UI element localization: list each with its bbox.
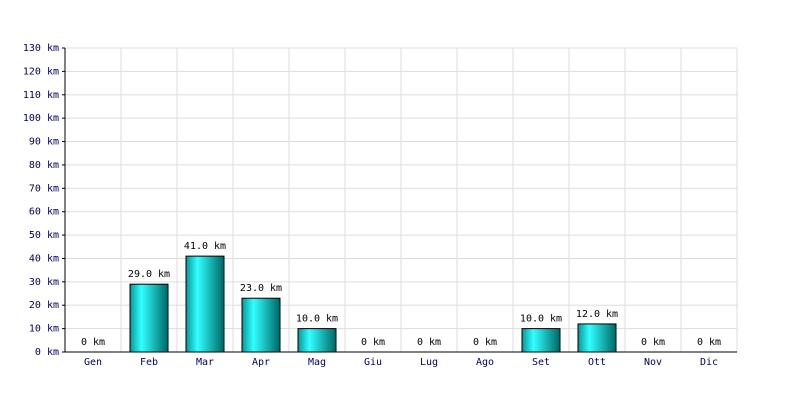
y-tick-label: 70 km <box>29 183 59 194</box>
y-tick-label: 50 km <box>29 230 59 241</box>
y-tick-label: 0 km <box>35 347 59 358</box>
x-tick-label: Dic <box>700 357 718 368</box>
x-tick-label: Mar <box>196 357 214 368</box>
x-tick-label: Giu <box>364 357 382 368</box>
x-tick-label: Apr <box>252 357 270 368</box>
value-label: 0 km <box>417 337 441 348</box>
x-tick-label: Gen <box>84 357 102 368</box>
value-label: 0 km <box>697 337 721 348</box>
value-label: 23.0 km <box>240 283 282 294</box>
value-label: 0 km <box>641 337 665 348</box>
x-tick-label: Mag <box>308 357 326 368</box>
value-label: 12.0 km <box>576 309 618 320</box>
y-tick-label: 120 km <box>23 66 59 77</box>
y-tick-label: 100 km <box>23 113 59 124</box>
bar <box>185 255 225 353</box>
value-label: 10.0 km <box>520 314 562 325</box>
bar <box>577 323 617 353</box>
x-tick-label: Set <box>532 357 550 368</box>
value-label: 0 km <box>81 337 105 348</box>
y-tick-label: 40 km <box>29 253 59 264</box>
value-label: 41.0 km <box>184 241 226 252</box>
value-label: 0 km <box>473 337 497 348</box>
y-tick-label: 30 km <box>29 277 59 288</box>
y-tick-label: 10 km <box>29 324 59 335</box>
x-tick-label: Lug <box>420 357 438 368</box>
x-tick-label: Ott <box>588 357 606 368</box>
bar <box>297 328 337 353</box>
bar <box>241 297 281 353</box>
value-label: 10.0 km <box>296 314 338 325</box>
y-tick-label: 90 km <box>29 137 59 148</box>
y-tick-label: 20 km <box>29 300 59 311</box>
x-tick-label: Feb <box>140 357 158 368</box>
y-tick-label: 130 km <box>23 43 59 54</box>
y-tick-label: 60 km <box>29 207 59 218</box>
y-tick-label: 80 km <box>29 160 59 171</box>
y-tick-label: 110 km <box>23 90 59 101</box>
bar <box>129 283 169 353</box>
bar <box>521 328 561 353</box>
value-label: 0 km <box>361 337 385 348</box>
x-tick-label: Ago <box>476 357 494 368</box>
value-label: 29.0 km <box>128 269 170 280</box>
x-tick-label: Nov <box>644 357 662 368</box>
